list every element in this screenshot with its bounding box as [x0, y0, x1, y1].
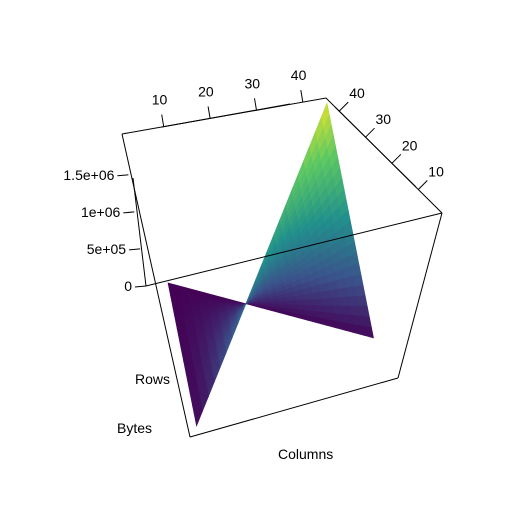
axis-bytes-tick-label: 1e+06	[81, 204, 121, 220]
axis-columns-tick	[207, 106, 211, 119]
surface-cell	[171, 302, 183, 310]
axis-columns: 10 20 30 40	[152, 67, 307, 128]
axis-columns-tick	[161, 114, 165, 127]
surface-cell	[180, 302, 191, 309]
axis-label-rows: Rows	[135, 371, 170, 387]
surface-mesh	[167, 101, 374, 427]
surface-cell	[194, 404, 203, 427]
plot-box-back	[121, 97, 443, 214]
surface-cell	[304, 304, 316, 312]
axis-rows-tick	[338, 101, 349, 112]
surface-cell	[303, 298, 315, 306]
surface-cell	[312, 298, 324, 306]
surface-cell	[361, 325, 374, 339]
surface-cell	[197, 298, 208, 304]
axis-rows-tick-label: 30	[376, 111, 392, 127]
axis-bytes-line	[132, 177, 147, 287]
axis-rows-line	[334, 106, 417, 188]
surface-cell	[179, 296, 190, 303]
axis-rows-tick	[417, 180, 428, 190]
axis-columns-line	[161, 103, 291, 128]
axis-bytes-tick	[117, 174, 129, 177]
axis-label-bytes: Bytes	[117, 420, 152, 436]
axis-columns-tick-label: 40	[291, 67, 307, 83]
axis-label-columns: Columns	[278, 446, 333, 462]
surface-cell	[321, 297, 333, 306]
axis-rows-tick-label: 10	[428, 164, 444, 180]
axis-columns-tick	[300, 90, 304, 103]
axis-bytes-tick-label: 1.5e+06	[63, 167, 114, 183]
axis-bytes-tick	[129, 248, 141, 251]
axis-columns-tick-label: 20	[198, 84, 214, 100]
axis-rows-tick-label: 40	[349, 85, 365, 101]
axis-rows-tick	[391, 153, 402, 164]
surface-cell	[295, 304, 307, 311]
surface-cell	[313, 304, 325, 313]
axis-rows-tick-label: 20	[402, 137, 418, 153]
axis-rows-tick	[365, 127, 375, 138]
surface-cell	[286, 304, 298, 310]
axis-rows: 10 20 30 40	[334, 85, 444, 190]
axis-columns-tick-label: 10	[152, 92, 168, 108]
axis-bytes-tick	[134, 285, 147, 288]
surface-cell	[278, 303, 289, 309]
axis-bytes-tick-label: 5e+05	[87, 241, 127, 257]
surface-cell	[170, 295, 182, 303]
axis-columns-tick	[254, 98, 257, 111]
axis-bytes-tick	[123, 211, 135, 214]
surface-cell	[188, 297, 199, 304]
axis-bytes: 0 5e+05 1e+06 1.5e+06	[63, 167, 147, 294]
axis-columns-tick-label: 30	[245, 75, 261, 91]
axis-bytes-tick-label: 0	[124, 278, 132, 294]
